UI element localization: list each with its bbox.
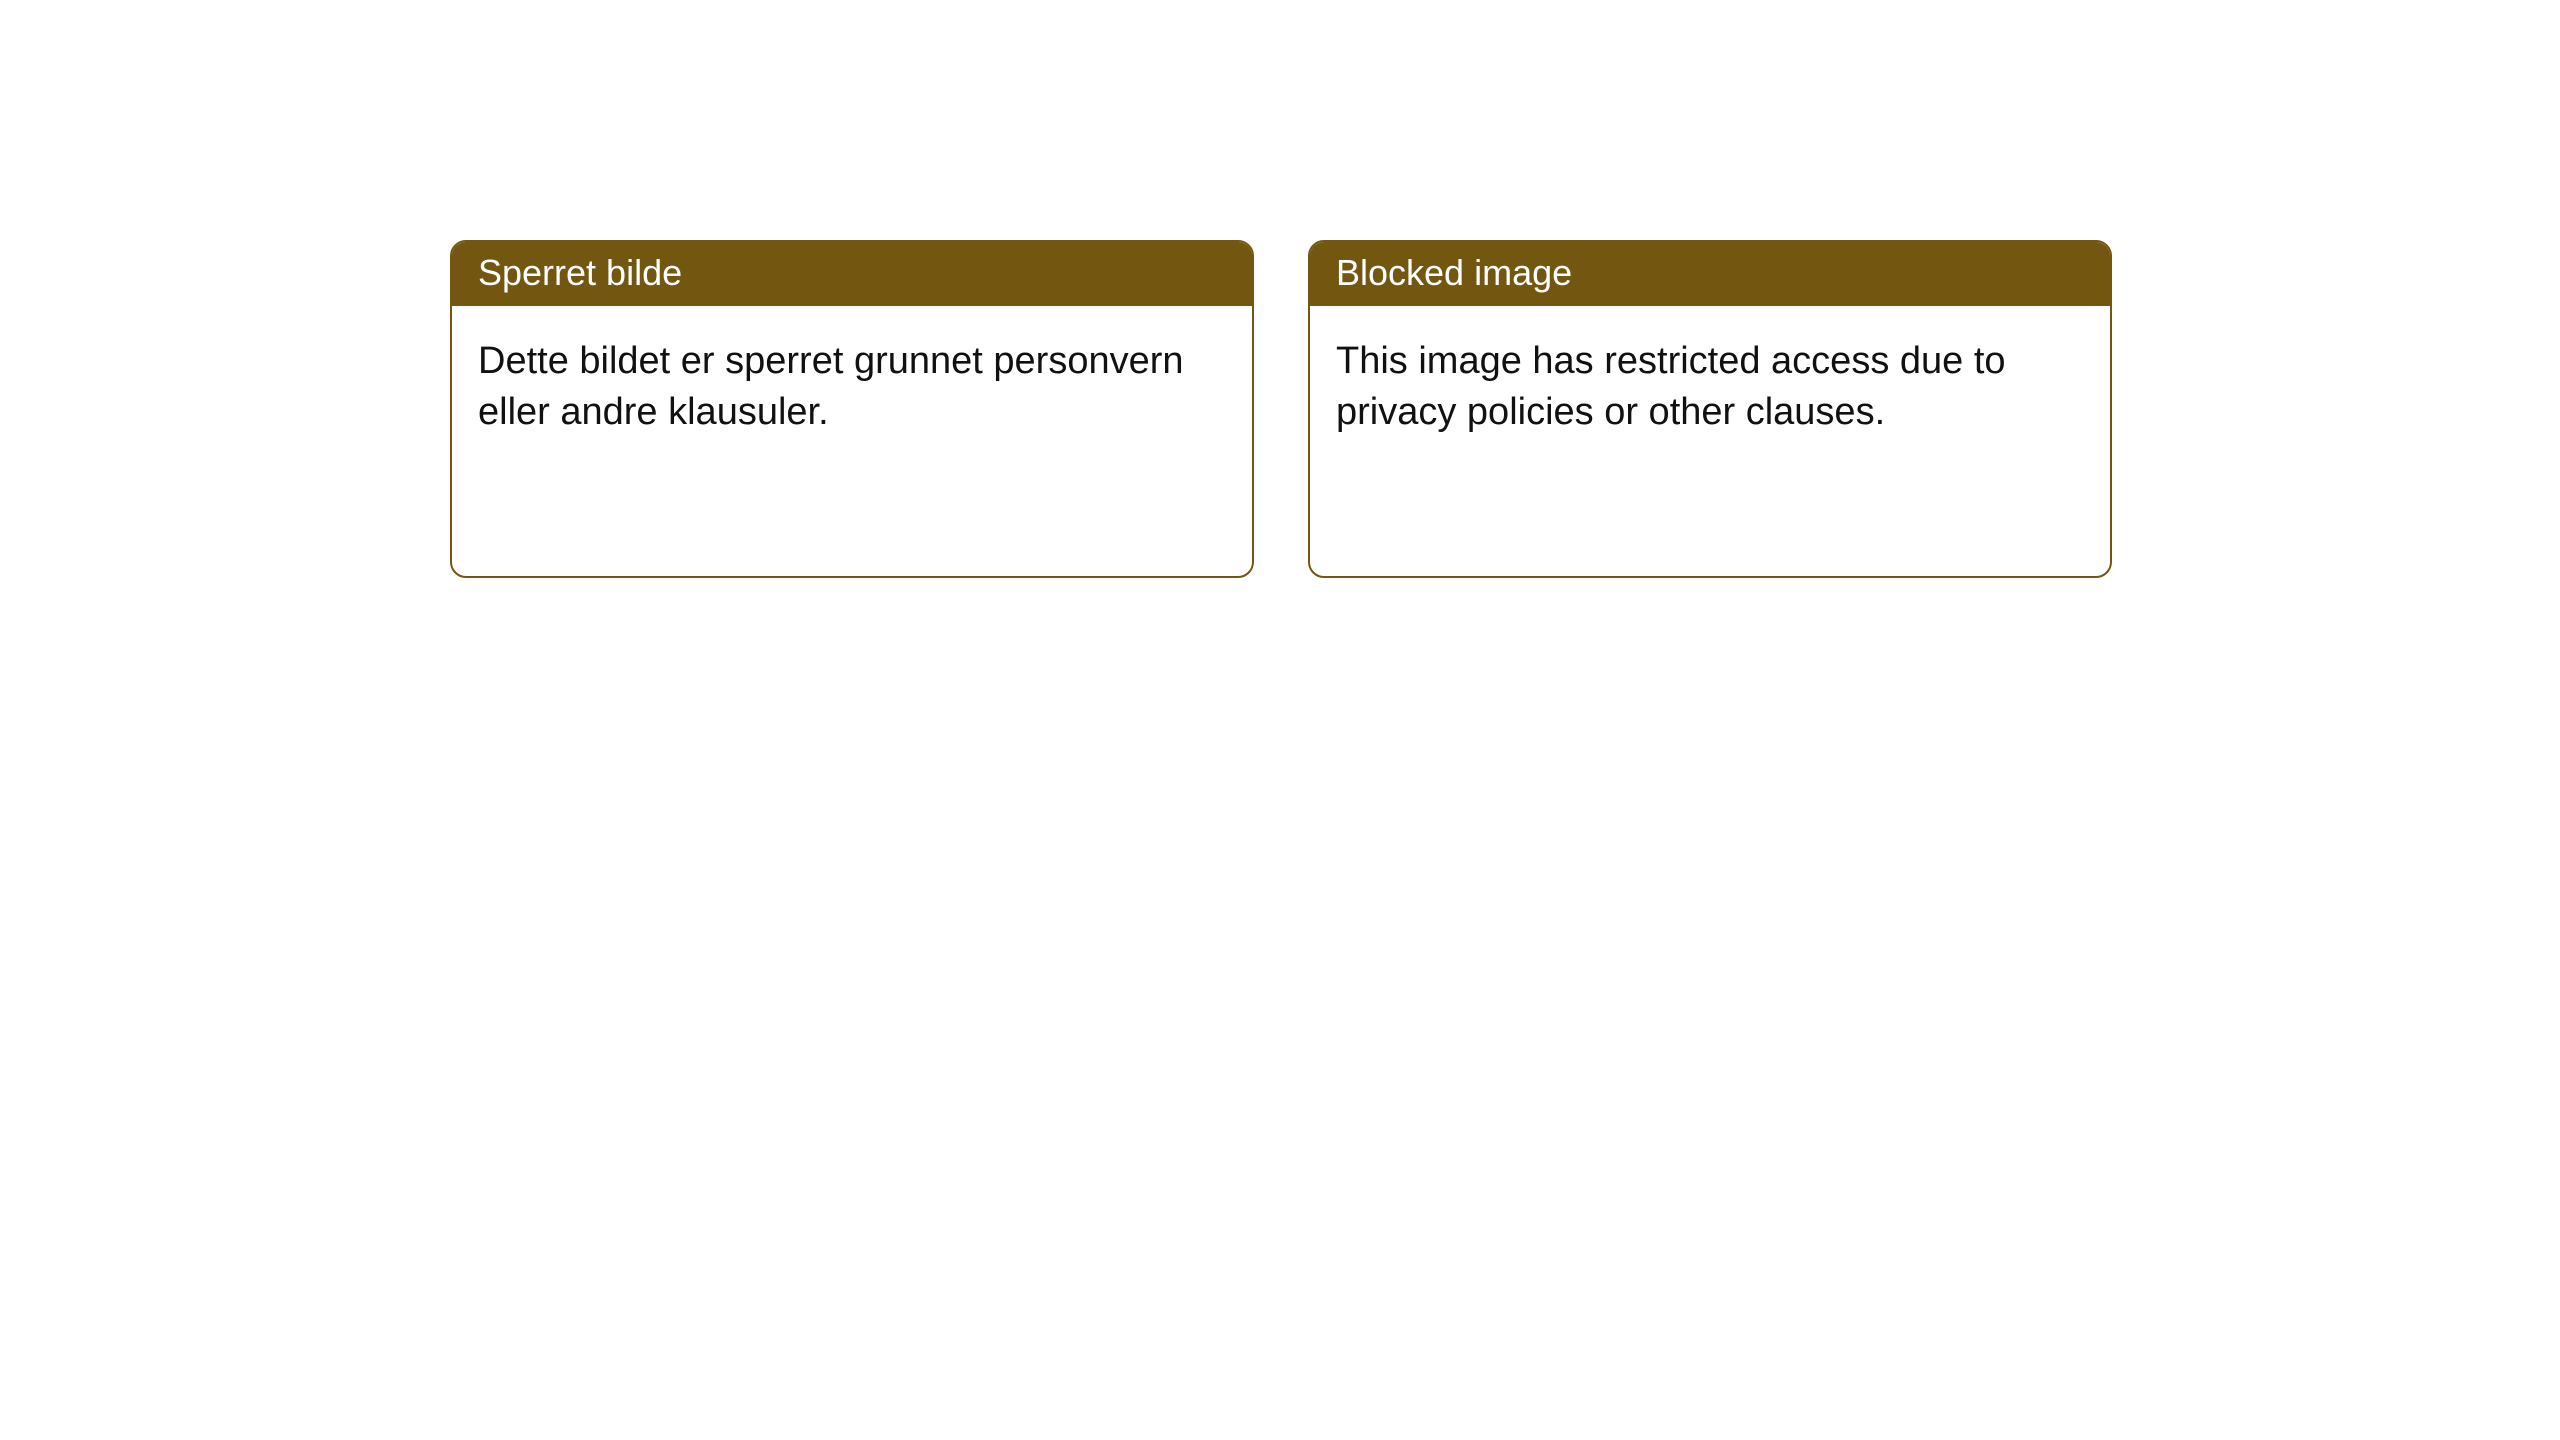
- card-body: This image has restricted access due to …: [1310, 306, 2110, 576]
- card-title: Sperret bilde: [478, 252, 682, 293]
- card-body: Dette bildet er sperret grunnet personve…: [452, 306, 1252, 576]
- card-norwegian: Sperret bilde Dette bildet er sperret gr…: [450, 240, 1254, 578]
- cards-container: Sperret bilde Dette bildet er sperret gr…: [0, 0, 2560, 578]
- card-english: Blocked image This image has restricted …: [1308, 240, 2112, 578]
- card-body-text: Dette bildet er sperret grunnet personve…: [478, 340, 1184, 433]
- card-header: Sperret bilde: [452, 242, 1252, 306]
- card-title: Blocked image: [1336, 252, 1572, 293]
- card-body-text: This image has restricted access due to …: [1336, 340, 2006, 433]
- card-header: Blocked image: [1310, 242, 2110, 306]
